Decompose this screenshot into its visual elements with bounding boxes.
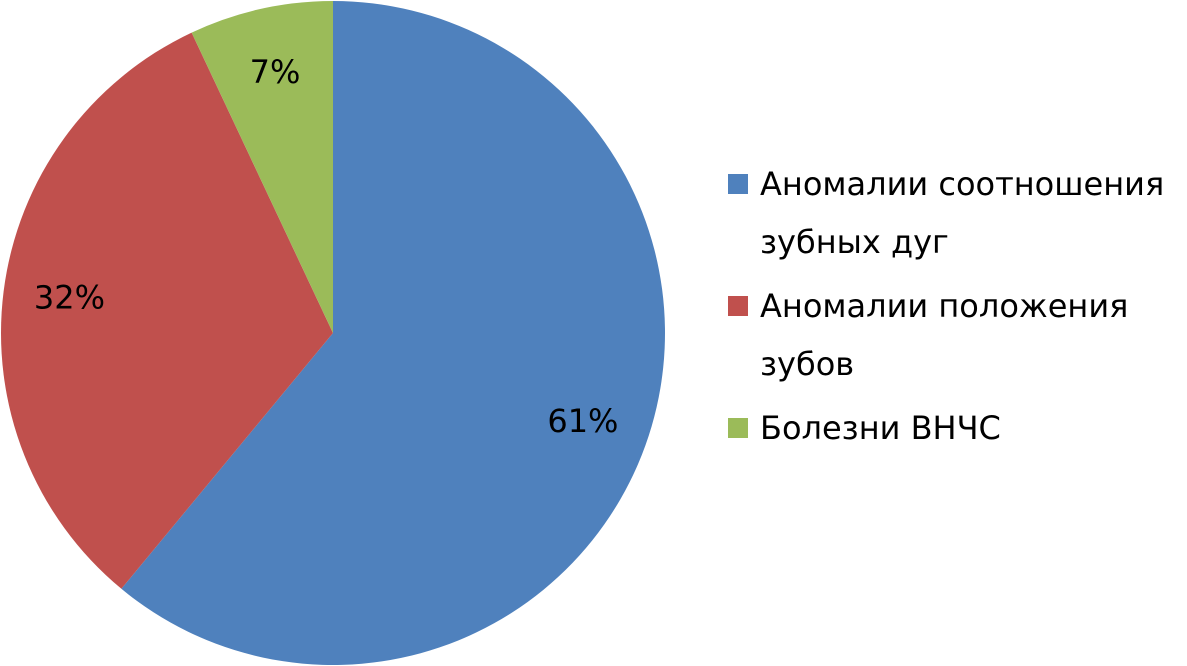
legend-label: Аномалии соотношения зубных дуг: [760, 165, 1165, 261]
legend-swatch: [728, 174, 748, 194]
legend: Аномалии соотношения зубных дуг Аномалии …: [728, 155, 1178, 463]
legend-item: Аномалии соотношения зубных дуг: [728, 155, 1178, 271]
legend-swatch: [728, 418, 748, 438]
data-label: 32%: [34, 279, 105, 317]
pie-slice: [191, 0, 333, 333]
legend-item: Аномалии положения зубов: [728, 277, 1178, 393]
pie-slice: [121, 1, 666, 666]
data-label: 61%: [547, 402, 618, 440]
legend-swatch: [728, 296, 748, 316]
legend-item: Болезни ВНЧС: [728, 399, 1178, 457]
data-label: 7%: [250, 53, 301, 91]
legend-label: Аномалии положения зубов: [760, 287, 1129, 383]
pie-slice: [0, 32, 333, 589]
legend-label: Болезни ВНЧС: [760, 409, 1001, 447]
